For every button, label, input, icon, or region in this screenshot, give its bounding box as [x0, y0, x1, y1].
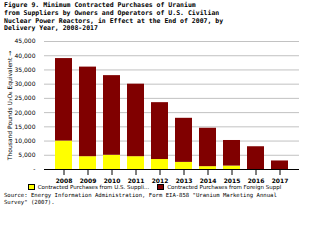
svg-text:2014: 2014 — [200, 177, 217, 183]
svg-text:2012: 2012 — [152, 177, 169, 183]
svg-text:35,000: 35,000 — [15, 66, 36, 73]
svg-text:2011: 2011 — [128, 177, 145, 183]
svg-text:45,000: 45,000 — [15, 38, 36, 45]
svg-text:30,000: 30,000 — [15, 80, 36, 87]
svg-text:25,000: 25,000 — [15, 94, 36, 101]
svg-text:5,000: 5,000 — [18, 151, 35, 158]
svg-text:2013: 2013 — [176, 177, 193, 183]
svg-text:2010: 2010 — [104, 177, 121, 183]
svg-text:Thousand Pounds U₃O₈ Equivalen: Thousand Pounds U₃O₈ Equivalent → — [6, 51, 14, 161]
svg-text:2016: 2016 — [248, 177, 265, 183]
svg-text:2009: 2009 — [80, 177, 97, 183]
svg-text:2017: 2017 — [272, 177, 289, 183]
svg-text:20,000: 20,000 — [15, 109, 36, 116]
html-text:Figure 9. Minimum Contracted P: Figure 9. Minimum Contracted Purchases o… — [4, 1, 224, 33]
svg-text:40,000: 40,000 — [15, 52, 36, 59]
svg-text:2015: 2015 — [224, 177, 241, 183]
svg-text:10,000: 10,000 — [15, 137, 36, 144]
svg-text:2008: 2008 — [56, 177, 73, 183]
svg-text:15,000: 15,000 — [15, 123, 36, 130]
html-text:Contracted Purchases from U.S.: Contracted Purchases from U.S. Suppli... — [37, 184, 150, 191]
html-text:Source: Energy Information Adm: Source: Energy Information Administratio… — [4, 192, 277, 206]
svg-text:-: - — [33, 166, 35, 173]
html-text:Contracted Purchases from Fore: Contracted Purchases from Foreign Suppl — [167, 184, 282, 191]
